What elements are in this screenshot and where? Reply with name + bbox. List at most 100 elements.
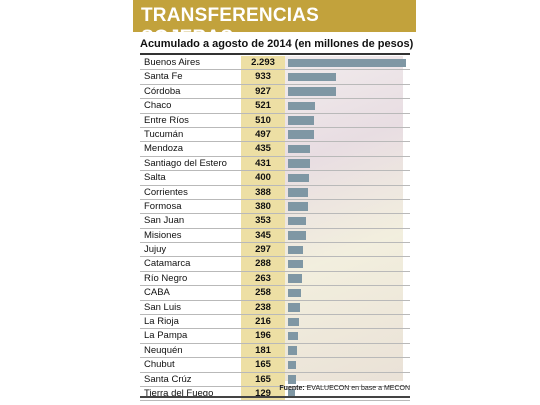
table-row: Jujuy 297 — [140, 243, 410, 258]
category-label: San Juan — [144, 215, 185, 227]
category-label: Misiones — [144, 229, 182, 241]
value-label: 345 — [241, 228, 285, 243]
category-label: Formosa — [144, 200, 182, 212]
bar — [288, 216, 307, 226]
table-row: Río Negro 263 — [140, 271, 410, 287]
value-label: 181 — [241, 343, 285, 358]
bar — [288, 389, 295, 398]
bar — [288, 58, 406, 67]
chart-title: TRANSFERENCIAS SOJERAS — [141, 5, 320, 48]
value-label: 497 — [241, 127, 285, 142]
value-label: 238 — [241, 300, 285, 315]
value-label: 927 — [241, 84, 285, 99]
table-row: Corrientes 388 — [140, 185, 410, 200]
table-row: Mendoza 435 — [140, 142, 410, 157]
table-row: San Luis 238 — [140, 300, 410, 316]
category-label: San Luis — [144, 301, 181, 313]
value-label: 431 — [241, 156, 285, 171]
infographic: TRANSFERENCIAS SOJERAS Acumulado a agost… — [133, 0, 416, 405]
source-note: Fuente: EVALUECON en base a MECON — [279, 385, 410, 392]
table-row: Neuquén 181 — [140, 343, 410, 359]
bar — [288, 87, 336, 96]
bar — [288, 188, 308, 197]
source-text: EVALUECON en base a MECON — [306, 385, 410, 392]
bar — [288, 346, 298, 355]
category-label: Santa Crúz — [144, 373, 192, 385]
top-divider — [140, 53, 410, 55]
table-row: La Pampa 196 — [140, 329, 410, 344]
table-row: Santa Fe 933 — [140, 70, 410, 85]
bar — [288, 360, 297, 370]
category-label: Río Negro — [144, 272, 188, 284]
data-table: Buenos Aires 2.293 Santa Fe 933 Córdoba 927 Ch… — [140, 56, 410, 402]
table-row: Santa Crúz 165 — [140, 372, 410, 387]
bar — [288, 173, 309, 183]
bar — [288, 231, 306, 240]
category-label: Mendoza — [144, 143, 184, 155]
value-label: 388 — [241, 185, 285, 199]
bar — [288, 288, 302, 298]
value-label: 129 — [241, 386, 285, 401]
value-label: 435 — [241, 142, 285, 156]
bar — [288, 202, 308, 211]
category-label: Jujuy — [144, 244, 167, 256]
value-label: 288 — [241, 257, 285, 271]
table-row: CABA 258 — [140, 286, 410, 301]
table-row: La Rioja 216 — [140, 315, 410, 330]
table-row: Chaco 521 — [140, 99, 410, 114]
bar — [288, 259, 303, 269]
bar — [288, 72, 336, 82]
table-row: Santiago del Estero 431 — [140, 156, 410, 172]
category-label: CABA — [144, 287, 170, 299]
category-label: Neuquén — [144, 344, 183, 356]
category-label: Córdoba — [144, 85, 181, 97]
bottom-divider — [140, 396, 410, 398]
bar — [288, 375, 297, 384]
category-label: Santa Fe — [144, 71, 183, 83]
category-label: Tucumán — [144, 128, 184, 140]
table-row: Córdoba 927 — [140, 84, 410, 100]
value-label: 258 — [241, 286, 285, 300]
bar — [288, 317, 300, 327]
bar — [288, 159, 311, 168]
category-label: Salta — [144, 172, 166, 184]
table-row: Entre Ríos 510 — [140, 113, 410, 128]
table-row: Formosa 380 — [140, 199, 410, 215]
value-label: 510 — [241, 113, 285, 127]
value-label: 2.293 — [241, 56, 285, 70]
category-label: Catamarca — [144, 258, 191, 270]
table-row: Tucumán 497 — [140, 127, 410, 143]
value-label: 165 — [241, 372, 285, 386]
bar — [288, 274, 302, 283]
category-label: Santiago del Estero — [144, 157, 227, 169]
bar — [288, 116, 315, 125]
table-row: Misiones 345 — [140, 228, 410, 244]
bar — [288, 303, 301, 312]
chart-subtitle: Acumulado a agosto de 2014 (en millones … — [140, 38, 414, 50]
table-row: Chubut 165 — [140, 358, 410, 373]
category-label: Tierra del Fuego — [144, 387, 214, 399]
table-row: Catamarca 288 — [140, 257, 410, 272]
table-row: Salta 400 — [140, 171, 410, 186]
value-label: 521 — [241, 99, 285, 113]
bar — [288, 331, 299, 341]
value-label: 196 — [241, 329, 285, 343]
category-label: Chaco — [144, 100, 172, 112]
category-label: Entre Ríos — [144, 114, 189, 126]
table-row: San Juan 353 — [140, 214, 410, 229]
value-label: 400 — [241, 171, 285, 185]
category-label: Chubut — [144, 359, 175, 371]
value-label: 263 — [241, 271, 285, 286]
category-label: Corrientes — [144, 186, 188, 198]
value-label: 297 — [241, 243, 285, 257]
value-label: 216 — [241, 315, 285, 329]
header-banner: TRANSFERENCIAS SOJERAS — [133, 0, 416, 48]
value-label: 933 — [241, 70, 285, 84]
value-label: 165 — [241, 358, 285, 372]
bar — [288, 245, 304, 255]
category-label: Buenos Aires — [144, 57, 200, 68]
source-label: Fuente: — [279, 385, 305, 392]
value-label: 380 — [241, 199, 285, 214]
table-row: Buenos Aires 2.293 — [140, 56, 410, 71]
bar — [288, 130, 314, 139]
